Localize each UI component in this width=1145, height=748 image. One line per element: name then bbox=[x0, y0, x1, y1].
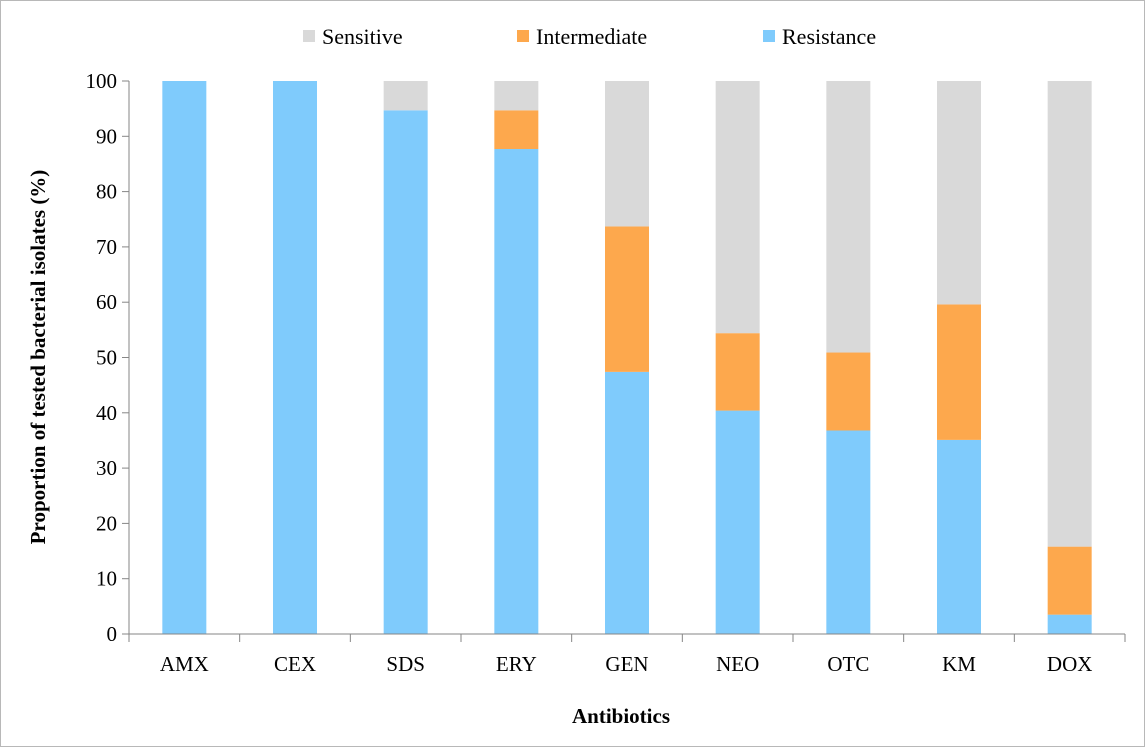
bar-intermediate-km bbox=[937, 304, 981, 440]
x-tick-label-dox: DOX bbox=[1047, 652, 1093, 676]
bar-intermediate-dox bbox=[1047, 546, 1092, 615]
y-tick-label: 0 bbox=[107, 622, 118, 646]
x-axis: AMX CEX SDS ERY GEN NEO OTC KM DOX bbox=[128, 633, 1126, 676]
y-tick-label: 90 bbox=[96, 124, 117, 148]
legend-swatch-intermediate bbox=[517, 30, 529, 42]
legend-swatch-resistance bbox=[763, 30, 775, 42]
bar-sensitive-neo bbox=[715, 81, 760, 334]
legend: Sensitive Intermediate Resistance bbox=[303, 24, 876, 49]
bar-resistance-amx bbox=[162, 81, 207, 634]
y-axis: 0 10 20 30 40 50 60 70 80 90 100 bbox=[86, 69, 130, 646]
y-tick-label: 20 bbox=[96, 511, 117, 535]
y-tick-label: 50 bbox=[96, 346, 117, 370]
bar-resistance-cex bbox=[273, 81, 317, 634]
bar-intermediate-otc bbox=[826, 352, 871, 431]
x-axis-title: Antibiotics bbox=[572, 704, 670, 728]
bar-resistance-neo bbox=[715, 410, 760, 634]
y-tick-label: 30 bbox=[96, 456, 117, 480]
y-tick-label: 70 bbox=[96, 235, 117, 259]
bar-sensitive-dox bbox=[1047, 81, 1092, 547]
bar-intermediate-gen bbox=[605, 226, 649, 372]
bar-sensitive-km bbox=[937, 81, 981, 305]
bar-resistance-otc bbox=[826, 430, 871, 634]
legend-label-resistance: Resistance bbox=[782, 24, 876, 49]
x-tick-label-sds: SDS bbox=[386, 652, 425, 676]
bar-resistance-sds bbox=[383, 110, 428, 634]
bar-intermediate-neo bbox=[715, 333, 760, 411]
bar-resistance-gen bbox=[605, 371, 649, 634]
bar-intermediate-ery bbox=[494, 110, 539, 150]
bar-resistance-km bbox=[937, 439, 981, 634]
x-tick-label-amx: AMX bbox=[160, 652, 209, 676]
x-tick-label-cex: CEX bbox=[274, 652, 316, 676]
x-tick-label-km: KM bbox=[942, 652, 976, 676]
bar-sensitive-otc bbox=[826, 81, 871, 353]
y-tick-label: 100 bbox=[86, 69, 118, 93]
y-tick-label: 10 bbox=[96, 567, 117, 591]
bar-sensitive-gen bbox=[605, 81, 649, 227]
bar-resistance-ery bbox=[494, 149, 539, 635]
legend-label-sensitive: Sensitive bbox=[322, 24, 403, 49]
y-tick-label: 80 bbox=[96, 180, 117, 204]
x-tick-label-neo: NEO bbox=[716, 652, 759, 676]
y-axis-title: Proportion of tested bacterial isolates … bbox=[26, 170, 50, 545]
bar-resistance-dox bbox=[1047, 614, 1092, 634]
y-tick-label: 60 bbox=[96, 290, 117, 314]
legend-label-intermediate: Intermediate bbox=[536, 24, 647, 49]
x-tick-label-gen: GEN bbox=[605, 652, 648, 676]
bar-sensitive-ery bbox=[494, 81, 539, 111]
bars bbox=[162, 81, 1092, 635]
y-tick-label: 40 bbox=[96, 401, 117, 425]
legend-swatch-sensitive bbox=[303, 30, 315, 42]
x-tick-label-ery: ERY bbox=[496, 652, 537, 676]
x-tick-label-otc: OTC bbox=[827, 652, 869, 676]
bar-sensitive-sds bbox=[383, 81, 428, 111]
